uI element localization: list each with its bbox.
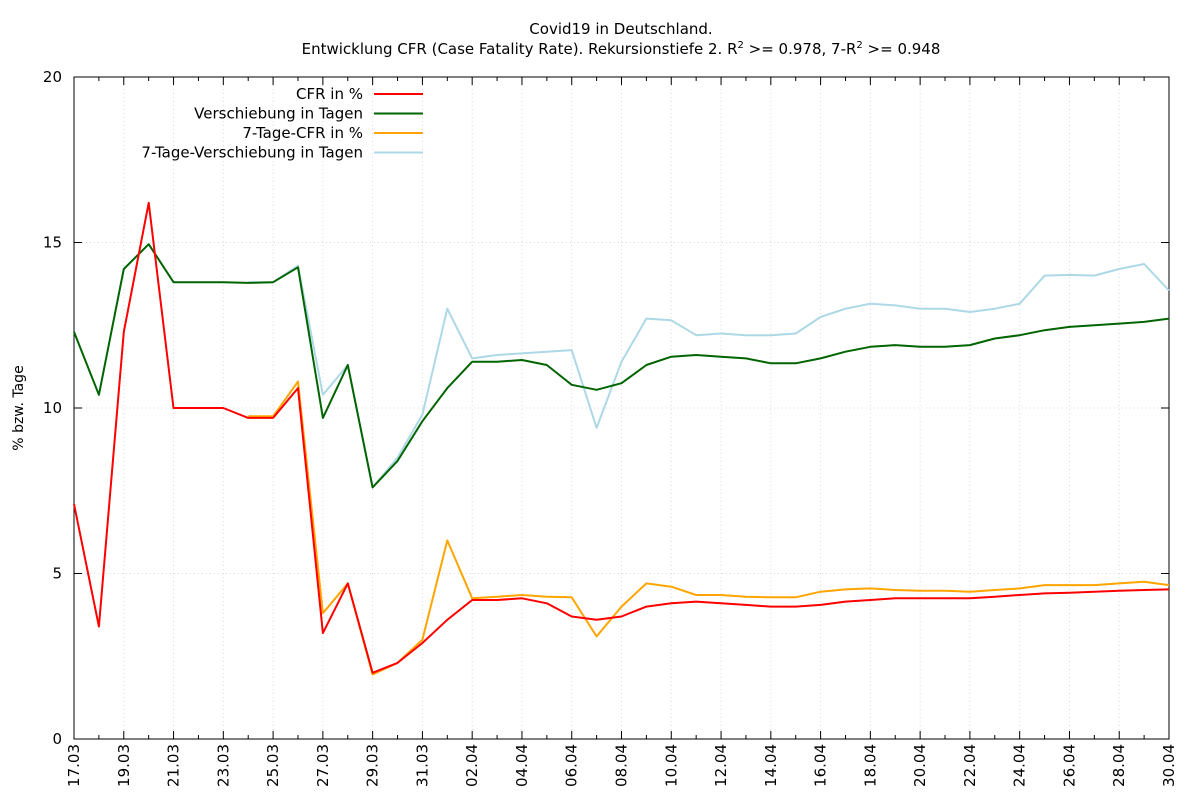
plot-frame xyxy=(73,76,1170,740)
series-lines xyxy=(73,201,1170,676)
x-tick-label: 08.04 xyxy=(613,744,631,787)
y-tick-label: 20 xyxy=(43,68,62,86)
x-tick-label: 23.03 xyxy=(214,744,232,787)
x-tick-label: 28.04 xyxy=(1110,744,1128,787)
grid xyxy=(74,77,1169,739)
x-tick-label: 19.03 xyxy=(115,744,133,787)
y-tick-label: 10 xyxy=(43,399,62,417)
x-tick-label: 18.04 xyxy=(861,744,879,787)
x-tick-label: 04.04 xyxy=(513,744,531,787)
x-tick-label: 25.03 xyxy=(264,744,282,787)
x-tick-label: 16.04 xyxy=(812,744,830,787)
y-tick-label: 5 xyxy=(52,565,62,583)
x-tick-label: 12.04 xyxy=(712,744,730,787)
series-line xyxy=(248,380,1170,676)
legend: CFR in % Verschiebung in Tagen7-Tage-CFR … xyxy=(141,85,423,162)
x-tick-label: 24.04 xyxy=(1011,744,1029,787)
x-tick-labels: 17.03 19.03 21.03 23.03 25.03 27.03 29.03 31.03… xyxy=(65,744,1178,787)
x-tick-label: 17.03 xyxy=(65,744,83,787)
x-tick-label: 26.04 xyxy=(1060,744,1078,787)
series-line xyxy=(73,243,1170,489)
x-tick-label: 30.04 xyxy=(1160,744,1178,787)
x-tick-label: 21.03 xyxy=(165,744,183,787)
axes xyxy=(73,76,1170,740)
x-tick-label: 27.03 xyxy=(314,744,332,787)
x-tick-label: 20.04 xyxy=(911,744,929,787)
chart-title: Covid19 in Deutschland. xyxy=(529,20,712,38)
legend-label: Verschiebung in Tagen xyxy=(194,105,363,123)
x-tick-label: 06.04 xyxy=(563,744,581,787)
legend-label: 7-Tage-Verschiebung in Tagen xyxy=(141,144,363,162)
x-tick-label: 31.03 xyxy=(413,744,431,787)
legend-label: CFR in % xyxy=(296,85,363,103)
series-line xyxy=(248,263,1170,489)
x-tick-label: 02.04 xyxy=(463,744,481,787)
x-tick-label: 10.04 xyxy=(662,744,680,787)
x-tick-label: 29.03 xyxy=(364,744,382,787)
y-tick-labels: 0 5 10 15 20 xyxy=(43,68,62,748)
x-tick-label: 14.04 xyxy=(762,744,780,787)
y-tick-label: 0 xyxy=(52,730,62,748)
legend-label: 7-Tage-CFR in % xyxy=(242,124,363,142)
y-axis-label: % bzw. Tage xyxy=(11,365,27,450)
series-line xyxy=(73,201,1170,674)
y-tick-label: 15 xyxy=(43,234,62,252)
x-tick-label: 22.04 xyxy=(961,744,979,787)
chart-subtitle: Entwicklung CFR (Case Fatality Rate). Re… xyxy=(302,40,941,58)
